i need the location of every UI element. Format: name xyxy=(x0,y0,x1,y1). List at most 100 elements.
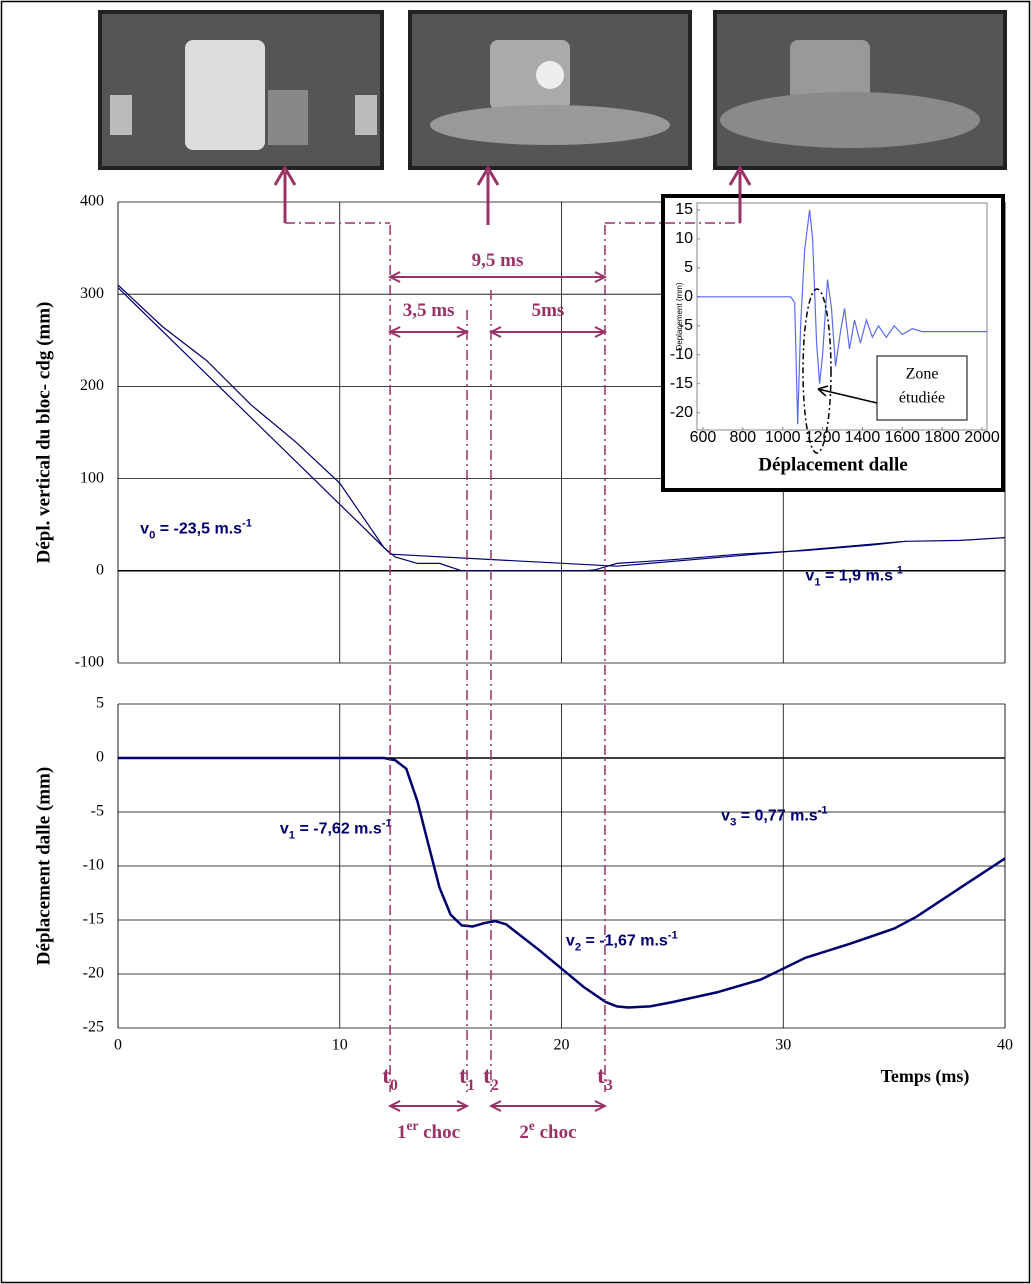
text-part: e xyxy=(529,1118,535,1133)
text-part: choc xyxy=(535,1122,577,1143)
text-part: = -7,62 m.s xyxy=(295,820,382,837)
y-tick-label: 10 xyxy=(675,230,693,247)
y-tick-label: -20 xyxy=(83,965,104,982)
text-part: -1 xyxy=(242,517,252,529)
photo-dust xyxy=(720,92,980,148)
time-marker-label: t0 xyxy=(382,1063,398,1094)
annotation: v0 = -23,5 m.s-1 xyxy=(140,517,252,541)
x-tick-label: 30 xyxy=(775,1037,791,1054)
photo-detail xyxy=(268,90,308,145)
interval-label: 9,5 ms xyxy=(472,250,524,271)
photo-detail xyxy=(536,61,564,89)
text-part: v xyxy=(140,521,149,538)
annotation: v3 = 0,77 m.s-1 xyxy=(721,804,827,828)
photo-arrows xyxy=(273,165,752,225)
callout-text: étudiée xyxy=(899,390,945,407)
x-tick-label: 2000 xyxy=(964,429,1000,446)
x-tick-label: 600 xyxy=(690,429,717,446)
y-tick-label: -15 xyxy=(670,375,693,392)
arrow xyxy=(273,165,297,223)
callout-box xyxy=(876,355,968,421)
interval-arrow xyxy=(387,271,608,283)
callout-text: Zone xyxy=(906,366,939,383)
text-part: 5ms xyxy=(532,300,565,321)
inset-box xyxy=(661,194,1005,492)
text-part: = 0,77 m.s xyxy=(736,808,817,825)
y-tick-label: 300 xyxy=(80,285,104,302)
y-tick-label: 0 xyxy=(96,561,104,578)
text-part: t xyxy=(597,1063,605,1088)
text-part: 0 xyxy=(149,529,155,541)
text-part: -1 xyxy=(893,564,903,576)
y-axis-label: Déplacement dalle (mm) xyxy=(33,767,54,965)
arrow xyxy=(728,165,752,223)
y-tick-label: -5 xyxy=(91,803,104,820)
x-tick-label: 1600 xyxy=(884,429,920,446)
text-part: er xyxy=(407,1118,419,1133)
text-part: -1 xyxy=(668,930,678,942)
inset-title: Déplacement dalle xyxy=(758,454,907,475)
interval-label: 1er choc xyxy=(397,1118,460,1144)
y-tick-label: 0 xyxy=(684,288,693,305)
text-part: v xyxy=(805,568,814,585)
x-tick-label: 1000 xyxy=(765,429,801,446)
data-line xyxy=(118,756,1006,1009)
y-tick-label: -5 xyxy=(679,317,693,334)
interval-arrow xyxy=(488,326,608,338)
text-part: t xyxy=(483,1063,491,1088)
y-axis-label: Dépl. vertical du bloc- cdg (mm) xyxy=(33,302,54,564)
text-part: 2 xyxy=(575,942,581,954)
y-tick-label: 0 xyxy=(96,749,104,766)
y-axis-label: Deplacement (mm) xyxy=(675,282,684,350)
y-tick-label: -25 xyxy=(83,1019,104,1036)
annotation: v1 = -7,62 m.s-1 xyxy=(280,817,392,841)
text-part: 9,5 ms xyxy=(472,250,524,271)
x-axis-label: Temps (ms) xyxy=(881,1066,970,1087)
photo-detail xyxy=(110,95,132,135)
text-part: 2 xyxy=(491,1077,499,1094)
y-tick-label: 5 xyxy=(684,259,693,276)
photo-block xyxy=(185,40,265,150)
time-marker-label: t1 xyxy=(459,1063,475,1094)
text-part: t xyxy=(382,1063,390,1088)
interval-label: 3,5 ms xyxy=(403,300,455,321)
y-tick-label: 15 xyxy=(675,201,693,218)
text-part: 1 xyxy=(814,576,820,588)
arrow xyxy=(476,165,500,225)
zone-ellipse xyxy=(802,288,832,454)
x-tick-label: 10 xyxy=(332,1037,348,1054)
y-tick-label: -10 xyxy=(83,857,104,874)
text-part: 1 xyxy=(397,1122,407,1143)
x-tick-label: 40 xyxy=(997,1037,1013,1054)
text-part: -1 xyxy=(818,804,828,816)
y-tick-label: -15 xyxy=(83,911,104,928)
data-line xyxy=(117,287,906,567)
y-tick-label: -20 xyxy=(670,404,693,421)
data-line xyxy=(117,284,1006,572)
x-tick-label: 1400 xyxy=(845,429,881,446)
y-tick-label: 100 xyxy=(80,469,104,486)
interval-arrow xyxy=(488,1100,608,1112)
x-tick-label: 20 xyxy=(554,1037,570,1054)
photo-block xyxy=(790,40,870,100)
interval-arrow xyxy=(387,1100,470,1112)
time-marker-label: t3 xyxy=(597,1063,613,1094)
text-part: 0 xyxy=(390,1077,398,1094)
text-part: choc xyxy=(418,1122,460,1143)
text-part: 1 xyxy=(289,829,295,841)
text-part: v xyxy=(721,808,730,825)
photos xyxy=(98,10,1007,170)
plot-frame xyxy=(696,202,988,431)
annotation: v2 = -1,67 m.s-1 xyxy=(566,930,678,954)
text-part: = 1,9 m.s xyxy=(821,568,894,585)
interval-label: 5ms xyxy=(532,300,565,321)
callout-arrow xyxy=(817,385,878,404)
time-marker-label: t2 xyxy=(483,1063,499,1094)
y-tick-label: 400 xyxy=(80,193,104,210)
photo-block xyxy=(490,40,570,110)
text-part: = -23,5 m.s xyxy=(155,521,242,538)
y-tick-label: -10 xyxy=(670,346,693,363)
x-tick-label: 1800 xyxy=(924,429,960,446)
